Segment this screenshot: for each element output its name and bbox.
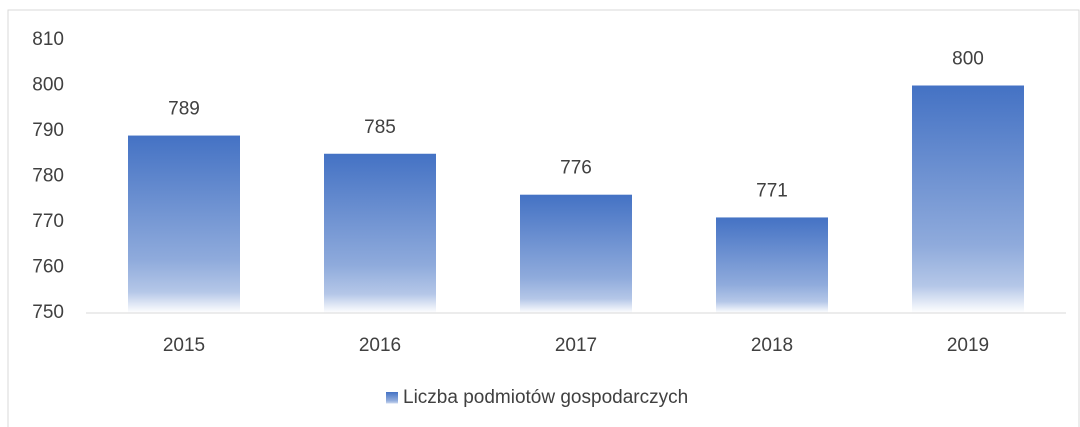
y-tick-label: 790 — [32, 120, 64, 141]
x-tick-label: 2018 — [751, 335, 793, 356]
legend-label: Liczba podmiotów gospodarczych — [403, 387, 688, 408]
bar — [912, 85, 1024, 313]
x-tick-label: 2015 — [163, 335, 205, 356]
data-label: 776 — [560, 158, 592, 179]
bar — [324, 153, 436, 313]
bar — [716, 217, 828, 313]
bar — [520, 194, 632, 313]
y-tick-label: 750 — [32, 302, 64, 323]
x-tick-label: 2019 — [947, 335, 989, 356]
y-tick-label: 800 — [32, 75, 64, 96]
y-tick-label: 780 — [32, 166, 64, 187]
data-label: 789 — [168, 99, 200, 120]
x-tick-label: 2017 — [555, 335, 597, 356]
x-tick-label: 2016 — [359, 335, 401, 356]
y-tick-label: 810 — [32, 29, 64, 50]
data-label: 771 — [756, 180, 788, 201]
legend-swatch — [386, 392, 398, 404]
y-tick-label: 760 — [32, 257, 64, 278]
data-label: 800 — [952, 49, 984, 70]
data-label: 785 — [364, 117, 396, 138]
y-tick-label: 770 — [32, 211, 64, 232]
bar — [128, 135, 240, 313]
